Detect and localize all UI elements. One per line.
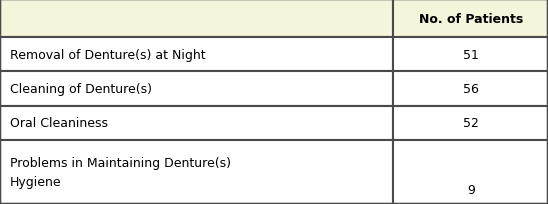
Text: 9: 9 (467, 183, 475, 196)
Bar (0, 140, 393, 204)
Bar (0, 38, 393, 72)
Text: 51: 51 (463, 49, 478, 62)
Bar (393, 38, 548, 72)
Text: 52: 52 (463, 117, 478, 130)
Bar (393, 140, 548, 204)
Bar (0, 0, 393, 38)
Text: Problems in Maintaining Denture(s)
Hygiene: Problems in Maintaining Denture(s) Hygie… (10, 156, 231, 188)
Text: 56: 56 (463, 83, 478, 96)
Bar (393, 72, 548, 106)
Text: No. of Patients: No. of Patients (419, 13, 523, 26)
Bar (393, 106, 548, 140)
Text: Removal of Denture(s) at Night: Removal of Denture(s) at Night (10, 49, 206, 62)
Text: Cleaning of Denture(s): Cleaning of Denture(s) (10, 83, 152, 96)
Bar (0, 72, 393, 106)
Bar (393, 0, 548, 38)
Bar (0, 106, 393, 140)
Text: Oral Cleaniness: Oral Cleaniness (10, 117, 108, 130)
